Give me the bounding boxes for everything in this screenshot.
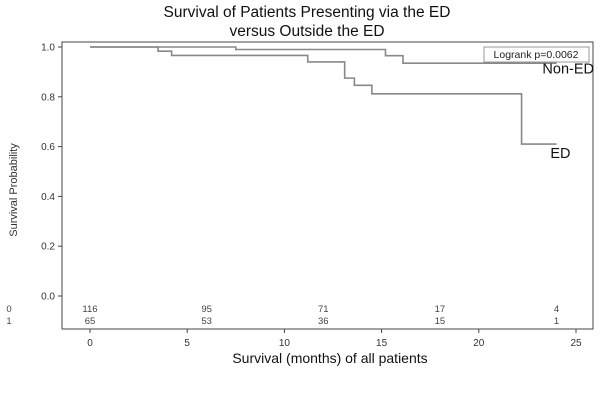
x-tick-label: 5 — [184, 338, 190, 349]
chart-title-line-2: versus Outside the ED — [229, 23, 384, 40]
logrank-annotation: Logrank p=0.0062 — [494, 49, 579, 61]
risk-count: 71 — [318, 304, 329, 315]
risk-count: 53 — [201, 316, 212, 327]
x-axis-label: Survival (months) of all patients — [232, 350, 427, 366]
x-tick-label: 0 — [87, 338, 93, 349]
x-tick-label: 10 — [279, 338, 291, 349]
x-tick-label: 25 — [570, 338, 582, 349]
x-tick-label: 15 — [376, 338, 388, 349]
risk-count: 65 — [85, 316, 96, 327]
risk-count: 116 — [82, 304, 97, 315]
survival-curve-non-ed — [90, 46, 557, 145]
y-tick-label: 0.2 — [41, 242, 55, 253]
y-tick-label: 0.8 — [41, 92, 55, 103]
chart-title-line-1: Survival of Patients Presenting via the … — [164, 4, 451, 21]
curve-label-non-ed: Non-ED — [542, 62, 594, 78]
risk-count: 17 — [435, 304, 446, 315]
risk-row-label: 1 — [6, 316, 11, 327]
risk-row-label: 0 — [6, 304, 11, 315]
y-tick-label: 0.6 — [41, 142, 55, 153]
risk-count: 1 — [554, 316, 559, 327]
survival-curve-ed — [90, 46, 557, 64]
plot-frame — [61, 41, 594, 330]
y-tick-label: 0.0 — [41, 292, 55, 303]
risk-count: 95 — [201, 304, 212, 315]
curve-label-ed: ED — [550, 146, 570, 162]
risk-count: 36 — [318, 316, 329, 327]
y-tick-label: 1.0 — [41, 43, 55, 54]
x-tick-label: 20 — [473, 338, 485, 349]
risk-count: 4 — [554, 304, 559, 315]
y-tick-label: 0.4 — [41, 192, 55, 203]
logrank-box — [483, 46, 590, 63]
risk-count: 15 — [435, 316, 446, 327]
y-axis-label: Survival Probability — [8, 143, 20, 237]
